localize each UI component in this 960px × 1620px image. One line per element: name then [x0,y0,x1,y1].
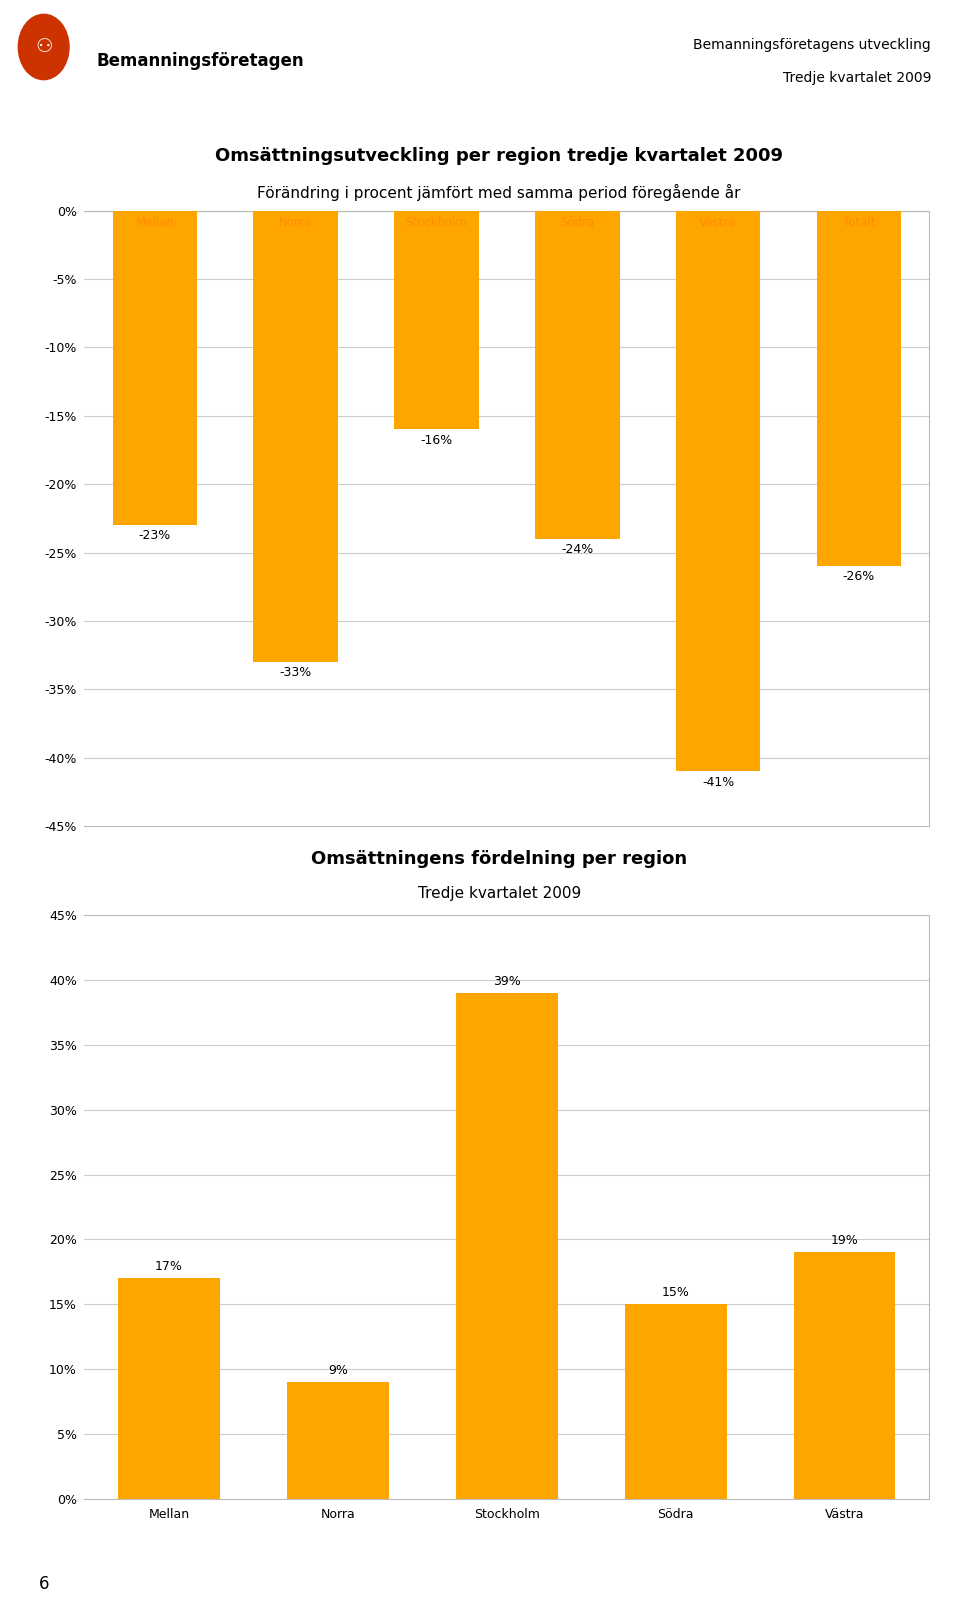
Text: Södra: Södra [560,215,594,228]
Bar [287,1382,389,1498]
Text: 9%: 9% [328,1364,348,1377]
Text: ⚇: ⚇ [35,37,53,57]
Text: -16%: -16% [420,434,452,447]
Bar [794,1252,896,1498]
Text: -23%: -23% [139,530,171,543]
Text: Totalt: Totalt [843,215,876,228]
Text: -24%: -24% [562,543,593,556]
Text: 6: 6 [38,1575,49,1594]
Text: Omsättningsutveckling per region tredje kvartalet 2009: Omsättningsutveckling per region tredje … [215,147,783,165]
Text: Mellan: Mellan [135,215,175,228]
Text: -41%: -41% [702,776,734,789]
Bar [395,211,479,429]
Bar [817,211,901,567]
Text: -33%: -33% [279,666,312,679]
Text: 17%: 17% [155,1260,183,1273]
Text: 15%: 15% [661,1286,690,1299]
Text: 19%: 19% [831,1234,858,1247]
Text: Stockholm: Stockholm [405,215,468,228]
Bar [253,211,338,663]
Text: Norra: Norra [279,215,312,228]
Text: Västra: Västra [699,215,737,228]
Text: Omsättningens fördelning per region: Omsättningens fördelning per region [311,850,687,868]
Bar [112,211,197,525]
Text: Tredje kvartalet 2009: Tredje kvartalet 2009 [418,886,581,901]
Bar [118,1278,220,1498]
Text: 39%: 39% [493,975,520,988]
Bar [676,211,760,771]
Text: Bemanningsföretagens utveckling: Bemanningsföretagens utveckling [693,39,931,52]
Text: Tredje kvartalet 2009: Tredje kvartalet 2009 [782,71,931,84]
Text: -26%: -26% [843,570,875,583]
Text: Bemanningsföretagen: Bemanningsföretagen [96,52,303,70]
Bar [456,993,558,1498]
Text: Förändring i procent jämfört med samma period föregående år: Förändring i procent jämfört med samma p… [257,183,741,201]
Bar [535,211,619,539]
Circle shape [18,15,69,79]
Bar [625,1304,727,1499]
